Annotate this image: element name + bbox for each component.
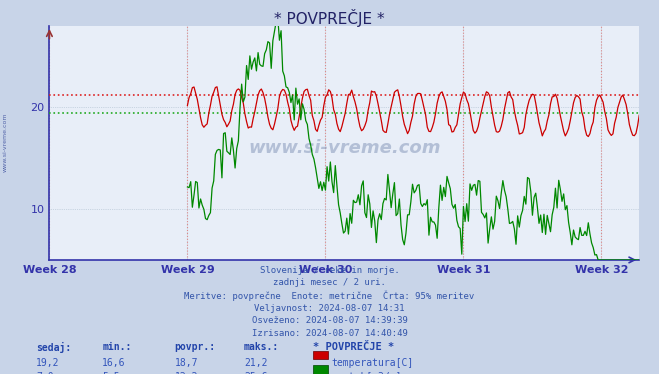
Text: min.:: min.: [102,342,132,352]
Text: * POVPREČJE *: * POVPREČJE * [313,342,394,352]
Text: Slovenija / reke in morje.: Slovenija / reke in morje. [260,266,399,275]
Text: 25,6: 25,6 [244,372,268,374]
Text: povpr.:: povpr.: [175,342,215,352]
Text: 19,2: 19,2 [36,358,60,368]
Text: 12,2: 12,2 [175,372,198,374]
Text: pretok[m3/s]: pretok[m3/s] [331,372,402,374]
Text: temperatura[C]: temperatura[C] [331,358,414,368]
Text: Osveženo: 2024-08-07 14:39:39: Osveženo: 2024-08-07 14:39:39 [252,316,407,325]
Text: www.si-vreme.com: www.si-vreme.com [3,112,8,172]
Text: sedaj:: sedaj: [36,342,71,353]
Text: maks.:: maks.: [244,342,279,352]
Text: Veljavnost: 2024-08-07 14:31: Veljavnost: 2024-08-07 14:31 [254,304,405,313]
Text: 16,6: 16,6 [102,358,126,368]
Text: Izrisano: 2024-08-07 14:40:49: Izrisano: 2024-08-07 14:40:49 [252,329,407,338]
Text: Meritve: povprečne  Enote: metrične  Črta: 95% meritev: Meritve: povprečne Enote: metrične Črta:… [185,291,474,301]
Text: 18,7: 18,7 [175,358,198,368]
Text: 7,0: 7,0 [36,372,54,374]
Text: zadnji mesec / 2 uri.: zadnji mesec / 2 uri. [273,278,386,287]
Text: 5,5: 5,5 [102,372,120,374]
Text: 21,2: 21,2 [244,358,268,368]
Text: www.si-vreme.com: www.si-vreme.com [248,139,441,157]
Text: * POVPREČJE *: * POVPREČJE * [274,9,385,27]
